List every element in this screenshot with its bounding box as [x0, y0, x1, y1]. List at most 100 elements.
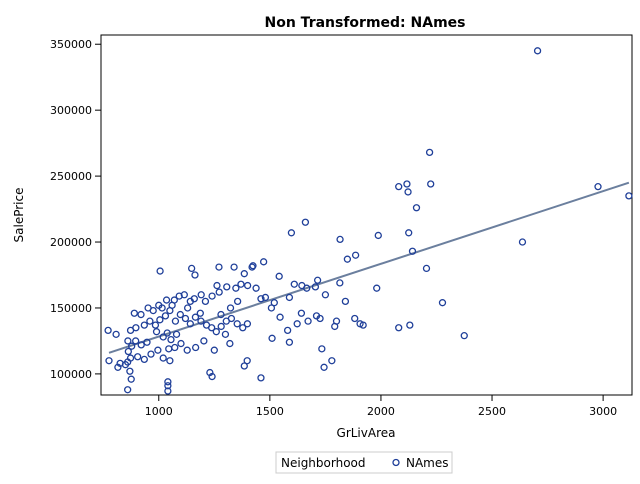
data-point	[200, 337, 208, 345]
data-point	[226, 339, 234, 348]
y-tick-label: 150000	[50, 302, 92, 315]
data-point	[197, 291, 205, 299]
data-point	[159, 333, 167, 341]
data-point	[403, 180, 411, 188]
data-point	[243, 320, 252, 328]
data-point	[201, 297, 210, 306]
data-point	[460, 332, 468, 340]
x-axis-label: GrLivArea	[337, 426, 396, 440]
data-point	[351, 251, 360, 259]
data-point	[351, 314, 359, 323]
data-point	[328, 357, 336, 365]
data-point	[408, 247, 417, 255]
data-point	[232, 284, 240, 292]
data-point	[183, 346, 191, 354]
data-point	[283, 326, 292, 335]
data-point	[215, 288, 223, 296]
data-point	[303, 284, 311, 292]
data-point	[406, 321, 414, 329]
data-point	[533, 47, 542, 55]
data-point	[134, 353, 142, 361]
data-point	[215, 263, 223, 271]
data-point	[285, 338, 294, 346]
data-point	[163, 329, 171, 337]
data-point	[124, 347, 132, 356]
data-point	[268, 334, 276, 342]
data-point	[316, 314, 324, 323]
data-point	[395, 324, 403, 332]
data-point	[191, 271, 199, 279]
data-point	[191, 313, 200, 321]
chart-title: Non Transformed: NAmes	[265, 15, 466, 31]
y-axis: 100000 150000 200000 250000 300000 350000	[50, 38, 101, 381]
data-point	[438, 299, 447, 307]
data-point	[427, 180, 435, 188]
data-point	[191, 343, 200, 352]
data-point	[196, 309, 204, 317]
regression-fit-line	[108, 181, 630, 354]
data-point	[140, 355, 148, 364]
legend-title: Neighborhood	[281, 456, 366, 470]
data-point	[422, 264, 431, 273]
data-point	[313, 276, 322, 284]
data-point	[156, 316, 164, 324]
data-point	[208, 292, 216, 300]
data-point	[186, 297, 194, 306]
data-point	[343, 255, 352, 263]
data-point	[275, 272, 283, 280]
legend-series-label: NAmes	[406, 456, 449, 470]
data-point	[404, 188, 412, 196]
x-tick-label: 1000	[145, 405, 173, 418]
data-point	[207, 324, 216, 332]
data-point	[243, 281, 252, 290]
data-point	[233, 320, 241, 328]
data-point	[104, 326, 112, 335]
data-point	[116, 359, 124, 368]
data-point	[425, 148, 434, 157]
data-point	[336, 235, 344, 244]
data-point	[164, 382, 172, 390]
data-point	[166, 306, 174, 315]
data-point	[594, 182, 602, 191]
data-point	[252, 284, 260, 292]
data-point	[167, 335, 175, 344]
data-point	[130, 309, 138, 317]
data-point	[373, 284, 381, 292]
data-point	[155, 301, 163, 309]
scatter-points	[104, 47, 633, 395]
data-point	[336, 279, 344, 287]
data-point	[239, 324, 247, 332]
data-point	[221, 330, 230, 338]
data-point	[208, 372, 216, 381]
data-point	[395, 182, 403, 191]
y-tick-label: 200000	[50, 236, 92, 249]
data-point	[213, 281, 221, 290]
data-point	[172, 330, 181, 338]
data-point	[147, 350, 155, 358]
y-axis-label: SalePrice	[12, 188, 26, 243]
data-point	[164, 387, 172, 395]
data-point	[159, 354, 167, 362]
data-point	[143, 338, 151, 346]
data-point	[124, 337, 132, 345]
data-point	[165, 345, 173, 353]
data-point	[293, 320, 301, 328]
data-point	[301, 218, 310, 226]
data-point	[270, 299, 278, 307]
data-point	[257, 374, 265, 382]
data-point	[161, 312, 170, 320]
data-point	[128, 342, 136, 350]
data-point	[320, 363, 328, 371]
data-point	[332, 317, 341, 325]
data-point	[374, 231, 382, 240]
data-point	[230, 263, 238, 271]
data-point	[243, 357, 251, 365]
data-point	[152, 328, 161, 336]
data-point	[137, 310, 145, 319]
data-point	[227, 314, 236, 323]
data-point	[176, 310, 184, 319]
data-point	[405, 229, 413, 237]
data-point	[212, 328, 220, 336]
data-point	[240, 270, 248, 278]
data-point	[132, 337, 140, 345]
